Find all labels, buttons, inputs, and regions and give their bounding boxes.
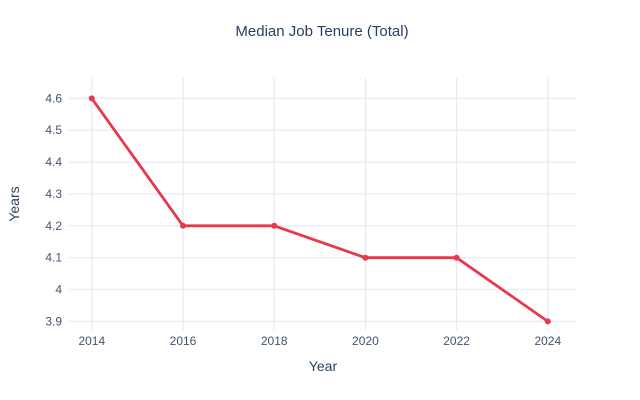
y-tick-label: 4.3 — [45, 187, 62, 201]
y-tick-label: 4.4 — [45, 155, 62, 169]
data-point-marker[interactable] — [180, 222, 186, 229]
chart-title: Median Job Tenure (Total) — [235, 23, 408, 40]
x-tick-label: 2024 — [534, 334, 561, 348]
y-tick-label: 4.5 — [45, 123, 62, 137]
y-axis-tick-labels: 3.9 4 4.1 4.2 4.3 4.4 4.5 4.6 — [45, 91, 62, 328]
x-axis-tick-labels: 2014 2016 2018 2020 2022 2024 — [78, 334, 561, 348]
data-point-marker[interactable] — [271, 222, 278, 229]
data-point-marker[interactable] — [362, 254, 369, 261]
y-tick-label: 4 — [55, 282, 62, 296]
x-tick-label: 2014 — [78, 334, 105, 348]
data-point-marker[interactable] — [453, 254, 460, 261]
y-tick-label: 4.6 — [45, 91, 62, 105]
x-tick-label: 2020 — [352, 334, 379, 348]
x-tick-label: 2018 — [261, 334, 288, 348]
x-tick-label: 2022 — [443, 334, 470, 348]
data-point-marker[interactable] — [88, 95, 95, 102]
x-tick-label: 2016 — [170, 334, 197, 348]
line-series — [90, 97, 550, 323]
y-tick-label: 4.2 — [45, 219, 62, 233]
horizontal-gridlines — [69, 97, 577, 323]
y-tick-label: 3.9 — [45, 314, 62, 328]
vertical-gridlines — [91, 78, 549, 330]
data-point-markers — [88, 95, 551, 325]
data-point-marker[interactable] — [544, 318, 551, 325]
x-axis-title: Year — [309, 358, 338, 374]
y-axis-title: Years — [6, 186, 22, 221]
y-tick-label: 4.1 — [45, 251, 62, 265]
